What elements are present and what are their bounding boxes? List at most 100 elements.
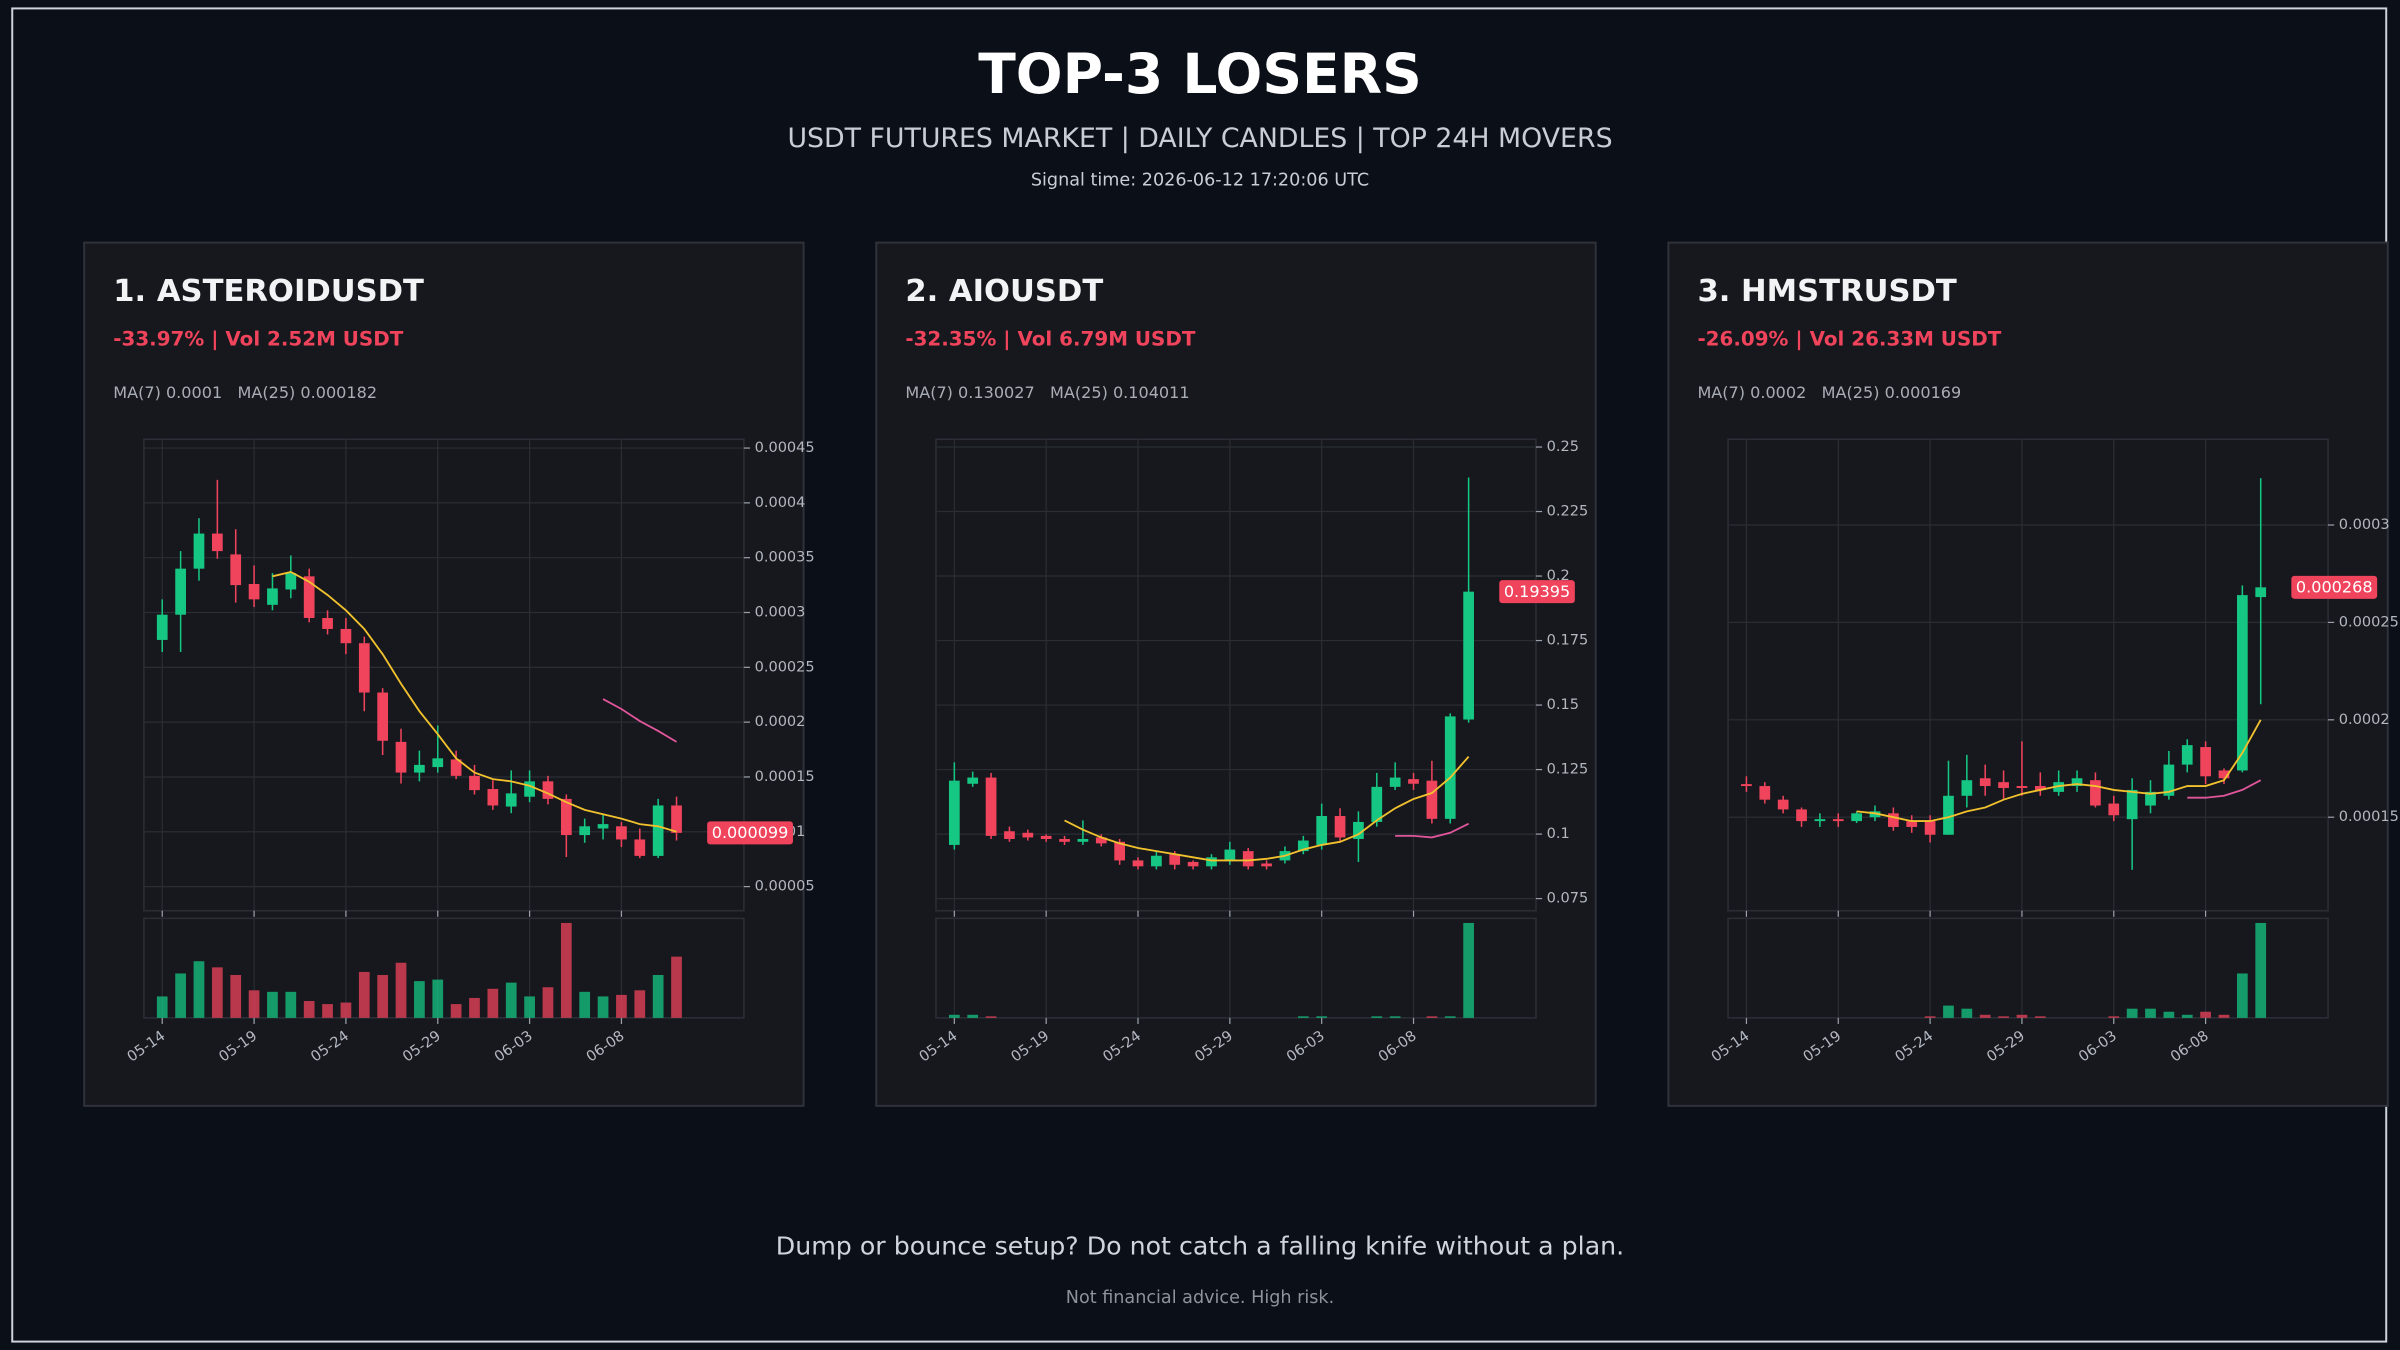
y-tick-label: 0.15 (1547, 697, 1579, 713)
candle-body (1004, 831, 1015, 839)
volume-bar (2145, 1008, 2156, 1018)
last-price-box (2291, 575, 2378, 599)
ma-line (602, 698, 678, 743)
volume-bar (2255, 922, 2267, 1018)
candle-body (2071, 778, 2083, 787)
candle-body (230, 554, 242, 586)
candle-body (248, 584, 260, 600)
chart-title: 1. ASTEROIDUSDT (113, 274, 424, 309)
candle-body (2218, 770, 2230, 779)
candle-body (505, 793, 517, 807)
candle-body (579, 826, 591, 836)
signal-time: Signal time: 2026-06-12 17:20:06 UTC (1031, 171, 1369, 191)
volume-bar (175, 973, 186, 1018)
candle-body (450, 759, 462, 776)
ma-line (2187, 779, 2262, 799)
candle-body (1796, 809, 1807, 822)
candle-body (524, 781, 535, 797)
volume-bar (2034, 1016, 2046, 1018)
candle-body (967, 777, 979, 784)
candle-body (671, 805, 682, 833)
volume-bar (2108, 1016, 2120, 1018)
candle-body (487, 789, 499, 806)
ma-line (1856, 719, 2262, 823)
volume-bar (469, 997, 480, 1018)
candle-body (2181, 745, 2193, 765)
volume-bar (358, 971, 370, 1018)
ma-label: MA(7) 0.130027 (905, 383, 1034, 402)
candle-body (2034, 786, 2046, 790)
candle-body (377, 692, 389, 741)
candle-body (652, 805, 664, 856)
last-price-tag: 0.000268 (2291, 575, 2378, 599)
volume-bar (2200, 1011, 2211, 1018)
volume-bar (377, 975, 389, 1018)
volume-bar (597, 996, 609, 1018)
candle-body (2255, 587, 2267, 598)
candle-body (1095, 837, 1107, 844)
candle-body (1463, 591, 1474, 720)
y-tick-label: 0.00025 (755, 659, 815, 675)
volume-bar (634, 990, 646, 1018)
last-price-label: 0.000268 (2296, 578, 2373, 597)
ma-line (1064, 755, 1470, 862)
candle-body (2090, 780, 2101, 806)
ma-label: MA(25) 0.104011 (1050, 383, 1190, 402)
volume-bar (505, 982, 517, 1018)
chart-title: 2. AIOUSDT (905, 274, 1103, 309)
volume-bar (285, 991, 297, 1018)
volume-bar (616, 994, 627, 1018)
candle-body (2016, 786, 2028, 788)
volume-bar (395, 962, 407, 1018)
candle-body (2163, 764, 2175, 796)
volume-bar (1463, 922, 1474, 1018)
footer-disclaimer: Not financial advice. High risk. (1066, 1288, 1334, 1308)
candle-body (1444, 716, 1456, 819)
chart-subtitle: -32.35% | Vol 6.79M USDT (905, 327, 1195, 350)
volume-bar (1943, 1005, 1954, 1018)
y-tick-label: 0.00025 (2339, 614, 2399, 630)
y-tick-label: 0.25 (1547, 439, 1579, 455)
volume-bar (1389, 1016, 1401, 1018)
volume-bar (1998, 1016, 2009, 1018)
volume-bar (1961, 1008, 1973, 1018)
y-tick-label: 0.00035 (755, 550, 815, 566)
volume-bar (985, 1016, 997, 1018)
volume-bar (267, 991, 278, 1018)
candle-body (1187, 861, 1199, 867)
y-tick-label: 0.0003 (2339, 517, 2390, 533)
candle-body (1389, 777, 1401, 787)
candle-body (2053, 782, 2065, 792)
candle-body (597, 824, 609, 829)
volume-bar (948, 1014, 960, 1018)
volume-bar (322, 1004, 333, 1018)
candle-body (634, 839, 646, 856)
volume-bar (450, 1004, 462, 1018)
chart-subtitle: -33.97% | Vol 2.52M USDT (113, 327, 403, 350)
chart-panel: 1. ASTEROIDUSDT -33.97% | Vol 2.52M USDT M… (83, 241, 815, 1107)
candle-body (414, 764, 425, 773)
y-tick-label: 0.00015 (2339, 809, 2399, 825)
chart-subtitle: -26.09% | Vol 26.33M USDT (1697, 327, 2001, 350)
volume-bar (652, 975, 664, 1018)
y-tick-label: 0.075 (1547, 891, 1589, 907)
y-tick-label: 0.0002 (755, 714, 806, 730)
volume-bar (1316, 1016, 1328, 1018)
candle-body (1224, 849, 1236, 861)
candle-body (1759, 786, 1771, 800)
candle-body (1943, 795, 1954, 835)
ma-label: MA(7) 0.0001 (113, 383, 222, 402)
chart-panel: 3. HMSTRUSDT -26.09% | Vol 26.33M USDT MA(… (1667, 241, 2399, 1107)
candle-body (1869, 811, 1881, 818)
volume-bar (193, 961, 205, 1018)
volume-bar (2218, 1014, 2230, 1018)
candle-body (1777, 799, 1789, 810)
volume-bar (340, 1002, 352, 1018)
candle-body (303, 576, 315, 618)
candle-body (1040, 835, 1052, 839)
candle-body (211, 533, 223, 552)
last-price-tag: 0.000099 (707, 821, 793, 845)
ma-line (272, 570, 677, 833)
volume-bar (524, 996, 535, 1018)
